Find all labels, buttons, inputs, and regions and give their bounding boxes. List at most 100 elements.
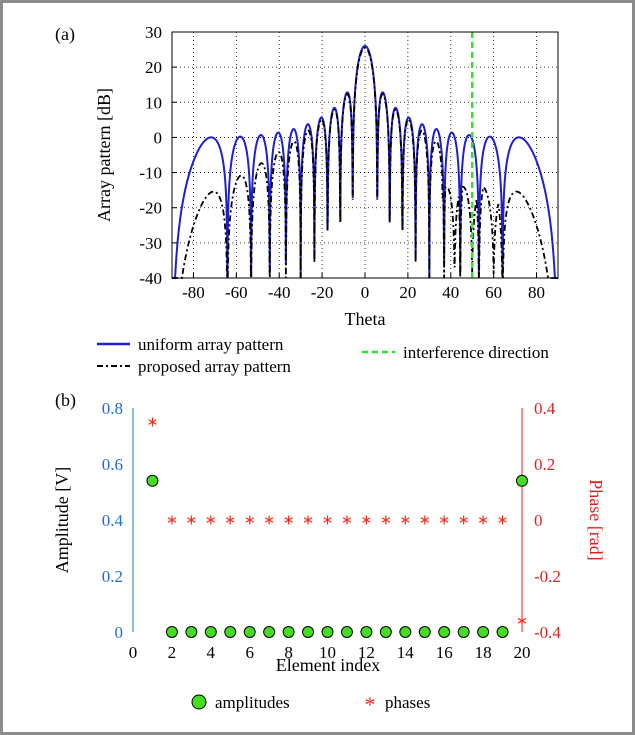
phase-point — [478, 515, 488, 525]
xtick-label: -60 — [225, 283, 248, 302]
xtick-label: -80 — [182, 283, 205, 302]
b-xtick-label: 16 — [436, 643, 453, 662]
ytick-label: 10 — [145, 93, 162, 112]
amplitude-point — [438, 626, 451, 638]
phase-point — [303, 515, 313, 525]
amplitude-point — [185, 626, 198, 638]
panel-a-ticks: -80 -60 -40 -20 0 20 40 60 80 -40 -30 -20 -10 0 10 20 30 — [139, 23, 545, 302]
amplitude-point — [418, 626, 431, 638]
panel-a-legend: uniform array pattern proposed array pat… — [97, 335, 549, 376]
phase-point — [459, 515, 468, 525]
xtick-label: 40 — [442, 283, 459, 302]
legend-uniform-label: uniform array pattern — [138, 335, 284, 354]
amplitude-point — [340, 626, 353, 638]
amplitude-point — [516, 474, 528, 487]
ytick-label: -10 — [139, 164, 162, 183]
amplitude-point — [282, 626, 295, 638]
xtick-label: 20 — [399, 283, 416, 302]
ytick-label: 0 — [154, 128, 163, 147]
legend-amplitudes-label: amplitudes — [215, 693, 290, 712]
panel-b-ylabel-right: Phase [rad] — [586, 479, 606, 560]
amplitude-point — [204, 626, 217, 638]
legend-interference-label: interference direction — [403, 343, 549, 362]
b-xtick-label: 12 — [358, 643, 375, 662]
legend-amplitudes-swatch — [191, 694, 207, 710]
ytick-label: -40 — [139, 269, 162, 288]
xtick-label: 80 — [528, 283, 545, 302]
b-xtick-label: 20 — [514, 643, 531, 662]
panel-a-label: (a) — [55, 24, 75, 45]
ytick-label: 30 — [145, 23, 162, 42]
xtick-label: 60 — [485, 283, 502, 302]
xtick-label: -40 — [268, 283, 291, 302]
amplitude-point — [496, 626, 509, 638]
xtick-label: 0 — [361, 283, 370, 302]
panel-b-points — [146, 417, 528, 638]
ytick-label: -30 — [139, 234, 162, 253]
amplitude-point — [379, 626, 392, 638]
phase-point — [323, 515, 332, 525]
amplitude-point — [399, 626, 412, 638]
panel-a-ylabel: Array pattern [dB] — [94, 88, 114, 222]
amplitude-point — [263, 626, 276, 638]
amplitude-point — [146, 474, 159, 487]
ytick-label: 20 — [145, 58, 162, 77]
b-xtick-label: 2 — [168, 643, 177, 662]
phase-point — [342, 515, 352, 525]
amplitude-point — [321, 626, 334, 638]
b-ytick-right-label: -0.4 — [534, 623, 561, 642]
b-ytick-left-label: 0.4 — [102, 511, 124, 530]
panel-b-ticks: 0 2 4 6 8 10 12 14 16 18 20 0 0.2 0.4 0.6 0.8 -0.4 -0.2 0 0… — [102, 399, 562, 662]
panel-a-xlabel: Theta — [345, 309, 386, 329]
phase-point — [148, 417, 157, 427]
b-xtick-label: 14 — [397, 643, 415, 662]
phase-point — [245, 515, 254, 525]
b-xtick-label: 10 — [319, 643, 336, 662]
phase-point — [498, 515, 507, 525]
phase-point — [284, 515, 293, 525]
panel-b-xlabel: Element index — [276, 655, 380, 675]
amplitude-point — [302, 626, 315, 638]
phase-point — [401, 515, 410, 525]
phase-point — [362, 515, 371, 525]
amplitude-point — [457, 626, 470, 638]
b-ytick-right-label: 0 — [534, 511, 543, 530]
phase-point — [206, 515, 215, 525]
phase-point — [167, 515, 177, 525]
b-ytick-left-label: 0.2 — [102, 567, 123, 586]
phase-point — [517, 616, 527, 626]
b-ytick-left-label: 0.8 — [102, 399, 123, 418]
phase-point — [226, 515, 235, 525]
phase-point — [381, 515, 391, 525]
phase-point — [187, 515, 196, 525]
legend-phases-label: phases — [385, 693, 430, 712]
b-xtick-label: 8 — [284, 643, 293, 662]
series-proposed-line — [172, 46, 558, 279]
b-xtick-label: 18 — [475, 643, 492, 662]
amplitude-point — [477, 626, 490, 638]
xtick-label: -20 — [311, 283, 334, 302]
amplitude-point — [224, 626, 237, 638]
panel-b-chart: 0 2 4 6 8 10 12 14 16 18 20 0 0.2 0.4 0.6 0.8 -0.4 -0.2 0 0… — [52, 399, 606, 675]
b-ytick-left-label: 0 — [115, 623, 124, 642]
amplitude-point — [243, 626, 256, 638]
b-ytick-right-label: -0.2 — [534, 567, 561, 586]
panel-b-ylabel-left: Amplitude [V] — [52, 467, 72, 573]
panel-a-chart: -80 -60 -40 -20 0 20 40 60 80 -40 -30 -20 -10 0 10 20 30… — [94, 23, 559, 329]
b-ytick-left-label: 0.6 — [102, 455, 123, 474]
phase-point — [440, 515, 449, 525]
amplitude-point — [165, 626, 178, 638]
panel-b-legend: amplitudes * phases — [191, 692, 430, 717]
series-uniform-line — [172, 44, 558, 279]
b-xtick-label: 0 — [129, 643, 138, 662]
amplitude-point — [360, 626, 373, 638]
b-ytick-right-label: 0.2 — [534, 455, 555, 474]
ytick-label: -20 — [139, 199, 162, 218]
b-xtick-label: 6 — [245, 643, 254, 662]
phase-point — [264, 515, 274, 525]
panel-b-label: (b) — [55, 390, 76, 411]
phase-point — [420, 515, 429, 525]
b-xtick-label: 4 — [207, 643, 216, 662]
